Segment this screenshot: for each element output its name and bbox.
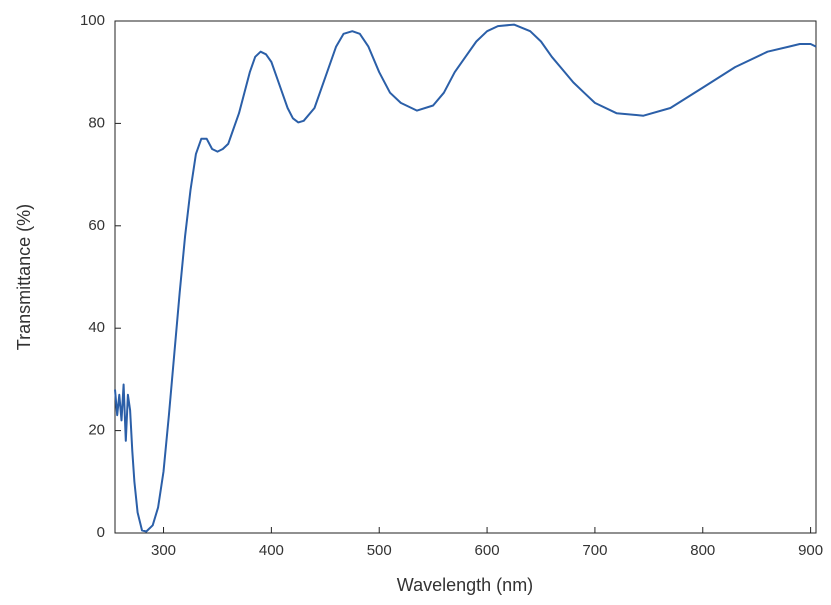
y-tick-label: 80	[88, 114, 105, 131]
x-tick-label: 900	[798, 542, 823, 559]
page: {"chart_data": {"type": "line", "x_label…	[0, 0, 831, 605]
x-tick-label: 300	[151, 542, 176, 559]
plot-frame	[115, 21, 816, 533]
y-axis-title: Transmittance (%)	[14, 204, 34, 350]
x-tick-label: 600	[475, 542, 500, 559]
y-tick-label: 60	[88, 217, 105, 234]
data-line	[115, 25, 816, 532]
x-tick-label: 500	[367, 542, 392, 559]
x-tick-label: 700	[582, 542, 607, 559]
x-tick-label: 800	[690, 542, 715, 559]
chart: Wavelength (nm) Transmittance (%) 0 20 40 6…	[0, 0, 831, 605]
y-tick-label: 40	[88, 319, 105, 336]
y-tick-label: 0	[97, 524, 105, 541]
x-axis-title: Wavelength (nm)	[397, 575, 533, 595]
y-tick-label: 100	[80, 12, 105, 29]
x-tick-label: 400	[259, 542, 284, 559]
y-tick-label: 20	[88, 422, 105, 439]
